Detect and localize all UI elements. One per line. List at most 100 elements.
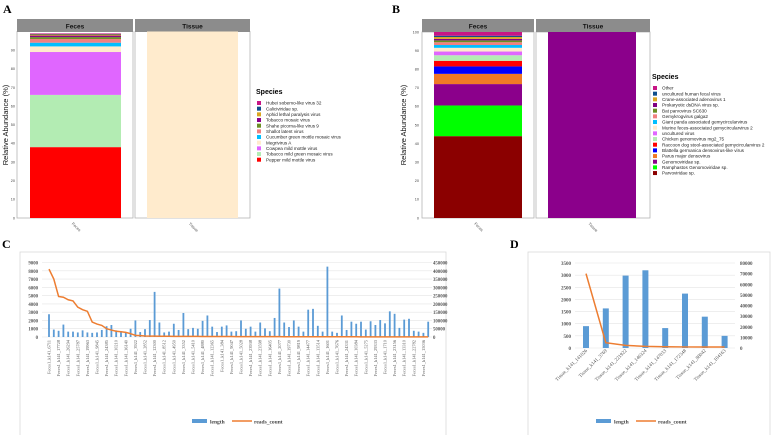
x-tick-label: Feces1_k141_7676 — [335, 339, 340, 374]
x-tick-label: Feces — [71, 221, 82, 232]
length-bar — [374, 324, 377, 337]
x-tick-label: Feces1_k141_14477 — [306, 339, 311, 376]
legend-label: Murine feces-associated gemycircularviru… — [662, 125, 753, 130]
length-bar — [602, 308, 609, 348]
legend-label: Bat parvovirus SC630 — [662, 108, 707, 113]
left-axis-tick-label: 7000 — [28, 278, 38, 283]
length-bar — [52, 329, 55, 337]
x-tick-label: Feces1_k141_17728 — [56, 339, 61, 376]
stack-segment — [434, 32, 522, 36]
length-bar — [682, 293, 688, 348]
stack-segment — [30, 46, 121, 53]
length-bar — [110, 324, 113, 337]
length-bar — [278, 288, 281, 337]
panel-label-a: A — [3, 2, 12, 16]
length-bar — [360, 321, 362, 337]
length-bar — [297, 326, 300, 337]
legend-label: Pepper mild mottle virus — [266, 157, 316, 162]
legend-label: Gemykrogvirus galga2 — [662, 114, 708, 119]
y-tick-label: 40 — [11, 142, 15, 146]
y-tick-label: 10 — [11, 198, 15, 202]
legend-swatch — [653, 120, 657, 125]
legend-swatch — [257, 135, 261, 140]
right-axis-tick-label: 150000 — [433, 311, 448, 316]
right-axis-tick-label: 300000 — [433, 286, 448, 291]
stack-segment — [30, 147, 121, 218]
left-axis-tick-label: 3000 — [561, 274, 572, 279]
stack-segment — [434, 42, 522, 46]
panel-b-stacked-bar: Feces Feces Tissue Tissue 0 10 20 30 40 50 60 70 80 9… — [399, 19, 765, 233]
length-bar — [307, 309, 310, 337]
legend-label: uncultured human fecal virus — [662, 91, 721, 96]
left-axis-tick-label: 2500 — [561, 286, 572, 291]
length-bar — [220, 326, 223, 337]
length-bar — [283, 322, 286, 337]
panel-label-d: D — [510, 237, 519, 251]
stack-segment — [434, 73, 522, 85]
left-axis-tick-label: 500 — [564, 335, 572, 340]
left-axis-tick-label: 0 — [569, 347, 572, 352]
x-tick-label: Feces1_k141_4880 — [200, 339, 205, 374]
legend-label: Crane-associated adenovirus 1 — [662, 97, 726, 102]
length-bar — [177, 329, 180, 337]
x-tick-label: Feces1_k141_22782 — [411, 340, 416, 376]
x-tick-label: Feces1_k141_6711 — [47, 340, 52, 374]
x-tick-label: Feces1_k141_24385 — [104, 339, 109, 376]
stack-segment — [434, 66, 522, 74]
length-bar — [172, 323, 175, 337]
legend-label: Parvoviridae sp. — [662, 171, 695, 176]
y-tick-label: 90 — [11, 48, 15, 52]
length-bar — [201, 320, 204, 337]
left-axis-tick-label: 3000 — [28, 311, 38, 316]
right-axis-tick-label: 0 — [433, 336, 436, 341]
length-bar — [62, 324, 65, 337]
length-bar — [91, 332, 94, 337]
legend-label: Aphid lethal paralysis virus — [266, 112, 321, 117]
length-bar — [369, 321, 372, 337]
stack-segment — [434, 38, 522, 41]
length-bar — [211, 326, 214, 337]
x-tick-label: Feces — [473, 221, 484, 232]
right-axis-tick-label: 250000 — [433, 295, 448, 300]
stack-segment — [147, 31, 238, 218]
x-tick-label: Feces1_k141_25787 — [75, 339, 80, 376]
stack-segment — [434, 84, 522, 106]
length-bar — [86, 332, 89, 337]
x-tick-label: Feces1_k141_9845 — [95, 339, 100, 374]
length-bar — [57, 330, 60, 337]
legend-label-length: length — [210, 420, 225, 426]
left-axis-tick-label: 5000 — [28, 295, 38, 300]
left-axis-tick-label: 1000 — [28, 328, 38, 333]
length-bar — [355, 323, 358, 337]
legend-swatch — [653, 142, 657, 147]
facet-label: Feces — [66, 24, 85, 31]
x-tick-label: Feces1_k141_1601 — [325, 340, 330, 374]
legend-title: Species — [652, 74, 679, 81]
length-bar — [115, 330, 118, 337]
stack-segment — [30, 38, 121, 43]
length-bar — [345, 329, 348, 337]
stack-segment — [434, 35, 522, 38]
legend-swatch — [653, 125, 657, 130]
x-tick-label: Feces1_k141_29333 — [373, 339, 378, 376]
stack-segment — [434, 60, 522, 67]
y-tick-label: 30 — [11, 160, 15, 164]
length-bar — [67, 331, 70, 337]
length-bar — [134, 320, 137, 337]
legend-label: Hubei sobemo-like virus 32 — [266, 101, 322, 106]
length-bar — [336, 332, 338, 337]
legend-swatch-length — [596, 419, 611, 423]
x-tick-label: Feces1_k141_26294 — [66, 339, 71, 376]
legend-label: uncultured virus — [662, 131, 695, 136]
length-bar — [216, 332, 218, 337]
legend-title: Species — [256, 89, 283, 96]
right-axis-tick-label: 80000 — [740, 262, 753, 267]
length-bar — [158, 322, 161, 337]
legend-swatch — [653, 159, 657, 164]
x-tick-label: Feces1_k141_16140 — [123, 339, 128, 376]
y-tick-label: 20 — [11, 179, 15, 183]
length-bar — [105, 326, 108, 337]
left-axis-tick-label: 8000 — [28, 270, 38, 275]
length-bar — [302, 331, 305, 337]
y-tick-label: 60 — [415, 105, 419, 109]
